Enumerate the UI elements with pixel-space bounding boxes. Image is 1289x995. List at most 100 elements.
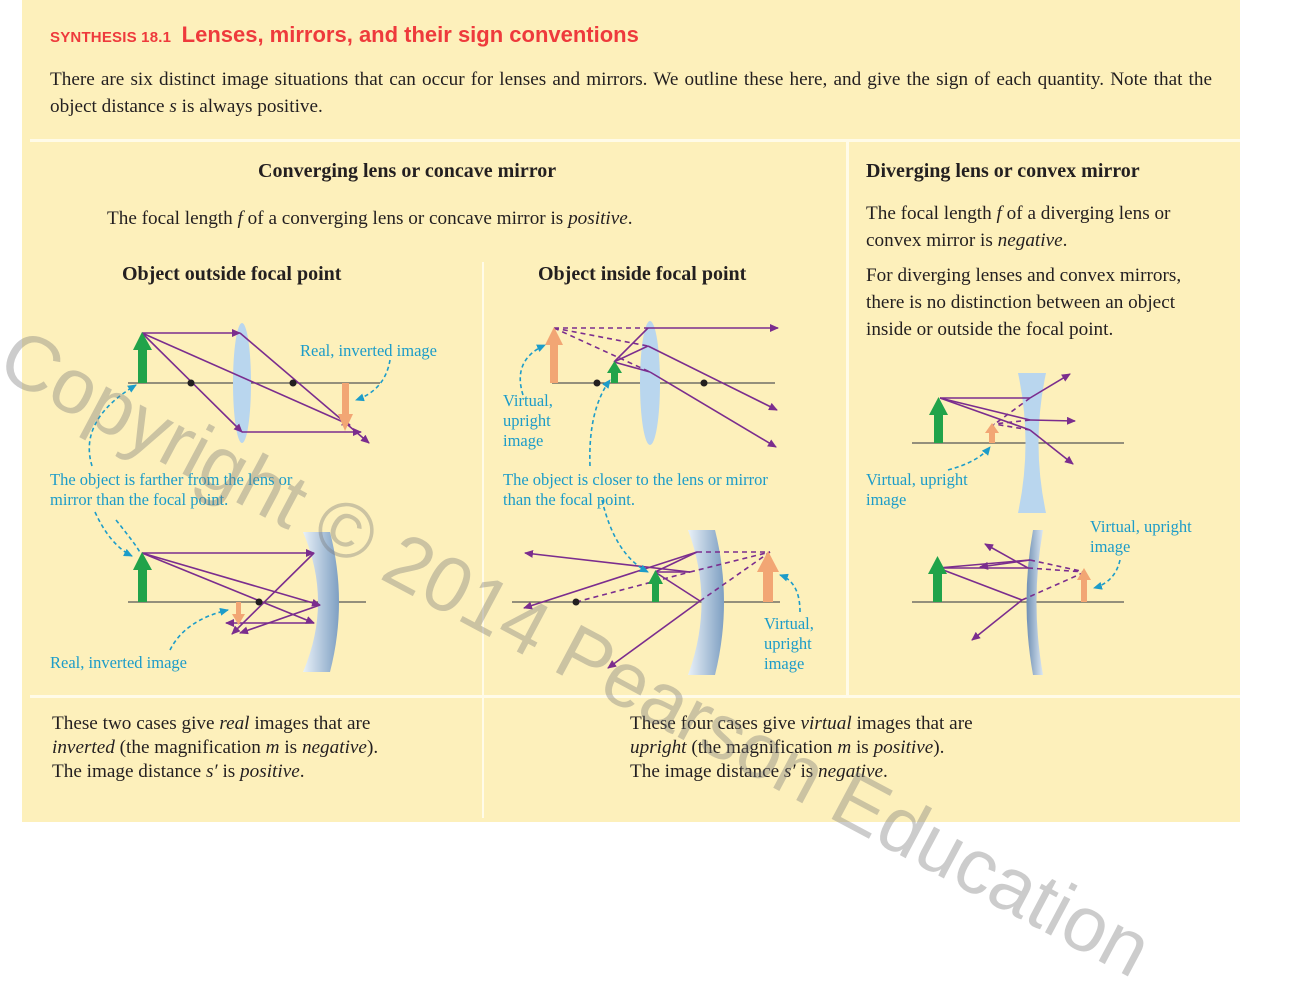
summary-real-word-negative: negative <box>301 737 367 758</box>
summary-virtual-s-prime: s′ <box>783 761 796 782</box>
converging-description: The focal length f of a converging lens … <box>107 205 633 232</box>
diverging-sign-word: negative <box>997 230 1063 251</box>
virtual-upright-image-arrow <box>545 327 563 383</box>
diverging-heading: Diverging lens or convex mirror <box>866 160 1140 182</box>
diverging-note: For diverging lenses and convex mirrors,… <box>866 265 1182 340</box>
summary-virtual-text-6: The image distance <box>630 761 784 782</box>
intro-s-symbol: s <box>169 96 177 117</box>
vertical-separator-right <box>846 142 849 695</box>
diagram-diverging-lens <box>912 373 1124 513</box>
focal-point-right <box>700 379 708 387</box>
caption-pointer <box>169 607 229 651</box>
caption-pointer <box>779 573 801 613</box>
summary-real-text-3: (the magnification <box>114 737 266 758</box>
light-rays <box>141 329 370 444</box>
focal-point <box>572 598 580 606</box>
converging-lens-shape <box>640 321 660 445</box>
top-separator <box>30 139 1240 142</box>
converging-f-symbol: f <box>237 208 243 229</box>
object-arrow <box>648 570 663 602</box>
intro-paragraph: There are six distinct image situations … <box>50 66 1212 120</box>
vertical-separator-footer <box>482 698 484 818</box>
summary-real-text-6: The image distance <box>52 761 206 782</box>
summary-virtual-word-upright: upright <box>630 737 687 758</box>
diagram-converging-lens-inside <box>519 321 779 467</box>
summary-virtual-text-7: is <box>795 761 819 782</box>
focal-point <box>255 598 263 606</box>
summary-virtual-word-positive: positive <box>873 737 934 758</box>
caption-diverging-lens-image: Virtual, upright image <box>866 470 968 509</box>
summary-real-text-4: is <box>279 737 302 758</box>
virtual-upright-image-arrow <box>1077 568 1091 602</box>
light-rays <box>141 549 321 635</box>
caption-pointer <box>1093 559 1121 590</box>
diagram-concave-mirror-inside <box>512 499 801 675</box>
light-rays <box>937 543 1031 641</box>
caption-pointer <box>355 359 391 402</box>
inside-focal-heading: Object inside focal point <box>538 263 747 285</box>
caption-mirror-virtual-upright: Virtual, upright image <box>764 614 814 673</box>
object-arrow <box>133 332 152 383</box>
summary-virtual-images: These four cases give virtual images tha… <box>630 712 973 784</box>
caption-closer-than-focal: The object is closer to the lens or mirr… <box>503 470 768 509</box>
caption-pointer <box>589 379 611 467</box>
vertical-separator-middle <box>482 262 484 695</box>
caption-farther-than-focal: The object is farther from the lens or m… <box>50 470 293 509</box>
object-arrow <box>929 397 948 443</box>
virtual-upright-image-arrow <box>985 423 999 443</box>
diverging-text-a: The focal length <box>866 203 997 224</box>
summary-real-text-8: . <box>299 761 305 782</box>
real-inverted-image-arrow <box>232 602 245 625</box>
diverging-description: The focal length f of a diverging lens o… <box>866 200 1201 254</box>
virtual-rays <box>553 327 651 373</box>
converging-text-b: of a converging lens or concave mirror i… <box>242 208 569 229</box>
outside-focal-heading: Object outside focal point <box>122 263 342 285</box>
diverging-period: . <box>1062 230 1068 251</box>
synthesis-header: SYNTHESIS 18.1 Lenses, mirrors, and thei… <box>50 22 639 48</box>
virtual-upright-image-arrow <box>757 551 779 602</box>
summary-virtual-word-negative: negative <box>818 761 884 782</box>
focal-point-left <box>593 379 601 387</box>
convex-mirror-shape <box>1026 530 1043 675</box>
light-rays <box>613 324 779 448</box>
summary-real-text-2: images that are <box>249 713 371 734</box>
converging-text-a: The focal length <box>107 208 238 229</box>
diagram-converging-lens-outside <box>88 323 391 467</box>
summary-virtual-m-symbol: m <box>837 737 852 758</box>
summary-real-m-symbol: m <box>265 737 280 758</box>
converging-heading: Converging lens or concave mirror <box>258 160 557 182</box>
caption-mirror-real-inverted: Real, inverted image <box>50 653 187 672</box>
summary-virtual-text-8: . <box>883 761 888 782</box>
diverging-f-symbol: f <box>996 203 1002 224</box>
summary-virtual-text-1: These four cases give <box>630 713 801 734</box>
intro-text: There are six distinct image situations … <box>50 69 1212 117</box>
caption-lens-real-inverted: Real, inverted image <box>300 341 437 360</box>
summary-real-text-5: ). <box>366 737 379 758</box>
summary-real-s-prime: s′ <box>205 761 218 782</box>
summary-virtual-word-virtual: virtual <box>800 713 852 734</box>
virtual-rays <box>1021 559 1086 601</box>
summary-real-text-7: is <box>217 761 241 782</box>
ray-diagrams <box>88 321 1124 675</box>
caption-pointer <box>519 344 546 396</box>
converging-period: . <box>627 208 633 229</box>
diverging-lens-shape <box>1018 373 1046 513</box>
caption-convex-mirror-image: Virtual, upright image <box>1090 517 1192 556</box>
object-arrow <box>133 552 152 602</box>
focal-point-left <box>187 379 195 387</box>
intro-text-end: is always positive. <box>176 96 323 117</box>
virtual-rays <box>991 397 1031 431</box>
caption-pointer <box>947 446 991 471</box>
summary-real-text-1: These two cases give <box>52 713 220 734</box>
object-arrow <box>607 361 622 383</box>
converging-lens-shape <box>233 323 251 443</box>
virtual-rays <box>575 551 771 603</box>
summary-real-word-positive: positive <box>240 761 300 782</box>
synthesis-title: Lenses, mirrors, and their sign conventi… <box>181 22 639 47</box>
concave-mirror-shape <box>303 532 339 672</box>
caption-pointer <box>601 499 649 573</box>
caption-pointer <box>115 519 141 554</box>
synthesis-label: SYNTHESIS 18.1 <box>50 29 172 46</box>
summary-real-word-real: real <box>219 713 250 734</box>
caption-pointer <box>88 384 137 467</box>
